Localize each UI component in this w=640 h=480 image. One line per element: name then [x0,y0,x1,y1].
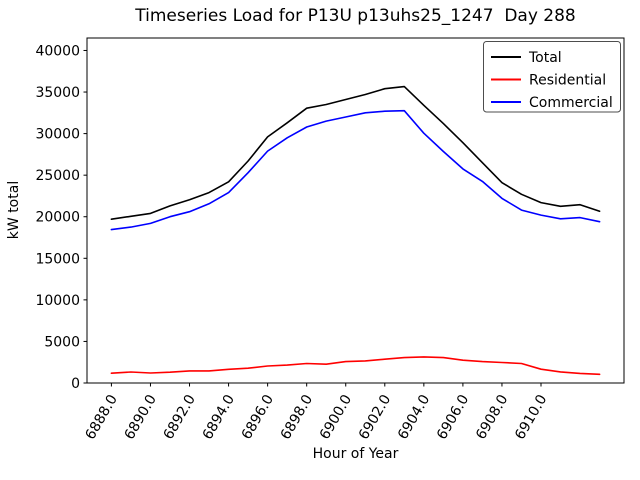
y-tick-label: 25000 [35,168,80,184]
legend-label-commercial: Commercial [529,95,613,111]
x-tick-label: 6898.0 [278,392,316,442]
chart-title: Timeseries Load for P13U p13uhs25_1247 D… [134,6,576,26]
legend-box [483,41,621,113]
y-tick-label: 10000 [35,293,80,309]
series-line-total [110,85,601,220]
y-tick-label: 5000 [44,334,80,350]
legend: Total Residential Commercial [483,41,621,113]
y-tick-label: 15000 [35,251,80,267]
x-tick-label: 6910.0 [512,392,550,442]
x-tick-label: 6902.0 [356,392,394,442]
legend-entry-total: Total [491,50,562,66]
y-tick-label: 30000 [35,127,80,143]
y-tick-label: 35000 [35,85,80,101]
x-tick-label: 6906.0 [434,392,472,442]
x-tick-label: 6896.0 [239,392,277,442]
x-tick-label: 6894.0 [200,392,238,442]
y-tick-label: 0 [71,376,80,392]
x-tick-label: 6908.0 [473,392,511,442]
legend-label-residential: Residential [529,73,606,89]
plot-series [110,85,601,376]
x-axis-label: Hour of Year [313,446,399,462]
y-tick-label: 40000 [35,43,80,59]
y-axis-label: kW total [6,181,22,239]
legend-label-total: Total [528,50,562,66]
series-line-residential [110,356,601,376]
x-axis: 6888.0 6890.0 6892.0 6894.0 6896.0 6898.0 6900… [83,383,550,442]
y-tick-label: 20000 [35,210,80,226]
x-tick-label: 6888.0 [83,392,121,442]
series-line-commercial [110,109,601,231]
plot-area [86,37,625,384]
legend-entry-residential: Residential [491,73,606,89]
y-axis: 0 5000 10000 15000 20000 25000 30000 35000 40000 [35,43,87,392]
x-tick-label: 6892.0 [161,392,199,442]
x-tick-label: 6900.0 [317,392,355,442]
legend-entry-commercial: Commercial [491,95,613,111]
x-tick-label: 6890.0 [122,392,160,442]
x-tick-label: 6904.0 [395,392,433,442]
